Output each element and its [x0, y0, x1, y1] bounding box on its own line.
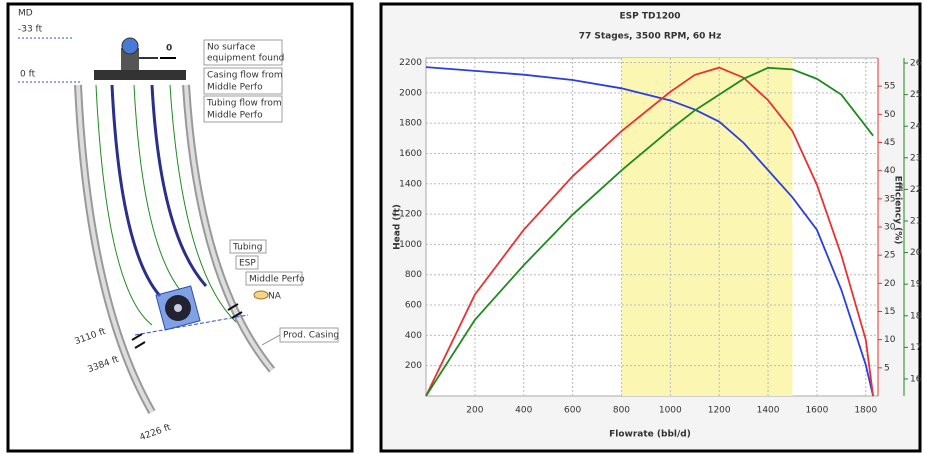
y-tick-label: 55: [884, 82, 895, 92]
x-axis-label: Flowrate (bbl/d): [609, 430, 691, 440]
y-tick-label: 1200: [399, 210, 422, 220]
y-tick-label: 23: [910, 153, 921, 163]
depth-label: 0 ft: [20, 70, 36, 80]
callout-text: Casing flow from: [207, 71, 283, 81]
y-tick-label: 24: [910, 122, 922, 132]
y-tick-label: 5: [884, 363, 890, 373]
screen: MD -33 ft 0 ft 0 No surface equipment fo…: [0, 0, 925, 454]
page: MD -33 ft 0 ft 0 No surface equipment fo…: [0, 0, 925, 454]
y-tick-label: 45: [884, 138, 895, 148]
component-label: ESP: [239, 259, 256, 269]
y-axis-label: Head (ft): [393, 204, 403, 250]
y-tick-label: 1400: [399, 179, 422, 189]
y-tick-label: 19: [910, 280, 922, 290]
wellhead-base: [94, 70, 186, 80]
md-label: MD: [18, 9, 33, 19]
gauge: [122, 38, 138, 54]
callout-text: Middle Perfo: [207, 83, 263, 93]
y-tick-label: 22: [910, 185, 921, 195]
component-label: Prod. Casing: [283, 331, 339, 341]
chart-title: ESP TD1200: [619, 12, 680, 22]
y-tick-label: 25: [910, 90, 921, 100]
y-tick-label: 21: [910, 216, 921, 226]
callout-text: Middle Perfo: [207, 111, 263, 121]
component-label: Middle Perfo: [249, 275, 305, 285]
y-tick-label: 50: [884, 110, 896, 120]
x-tick-label: 1800: [854, 406, 877, 416]
callout-text: Tubing flow from: [206, 99, 282, 109]
callout-text: No surface: [207, 43, 256, 53]
y-tick-label: 20: [884, 279, 896, 289]
y-tick-label: 1000: [399, 240, 422, 250]
component-label: Tubing: [232, 243, 262, 253]
wellhead-value: 0: [166, 44, 172, 54]
callout-text: equipment found: [207, 54, 284, 64]
chart-subtitle: 77 Stages, 3500 RPM, 60 Hz: [579, 32, 722, 42]
x-tick-label: 200: [466, 406, 483, 416]
y-tick-label: 25: [884, 251, 895, 261]
x-tick-label: 1200: [708, 406, 731, 416]
x-tick-label: 400: [515, 406, 532, 416]
x-tick-label: 600: [564, 406, 581, 416]
x-tick-label: 800: [613, 406, 630, 416]
y-tick-label: 2200: [399, 58, 422, 68]
x-tick-label: 1400: [757, 406, 780, 416]
y-tick-label: 20: [910, 248, 922, 258]
esp-hub: [174, 304, 182, 312]
y-tick-label: 17: [910, 343, 921, 353]
y-tick-label: 600: [405, 301, 422, 311]
y-tick-label: 16: [910, 374, 922, 384]
depth-label: -33 ft: [18, 25, 43, 35]
y-tick-label: 1600: [399, 149, 422, 159]
operating-range: [621, 58, 792, 396]
perfo-status: NA: [268, 292, 282, 302]
y-tick-label: 26: [910, 59, 922, 69]
y-tick-label: 1800: [399, 119, 422, 129]
y2-axis-label: Efficiency (%): [893, 176, 903, 245]
x-tick-label: 1600: [805, 406, 828, 416]
y-tick-label: 18: [910, 311, 922, 321]
y-tick-label: 10: [884, 335, 896, 345]
y-tick-label: 15: [884, 307, 895, 317]
y-tick-label: 2000: [399, 88, 422, 98]
perfo-icon: [254, 291, 268, 299]
y-tick-label: 800: [405, 270, 422, 280]
x-tick-label: 1000: [659, 406, 682, 416]
y-tick-label: 200: [405, 361, 422, 371]
y-tick-label: 400: [405, 331, 422, 341]
